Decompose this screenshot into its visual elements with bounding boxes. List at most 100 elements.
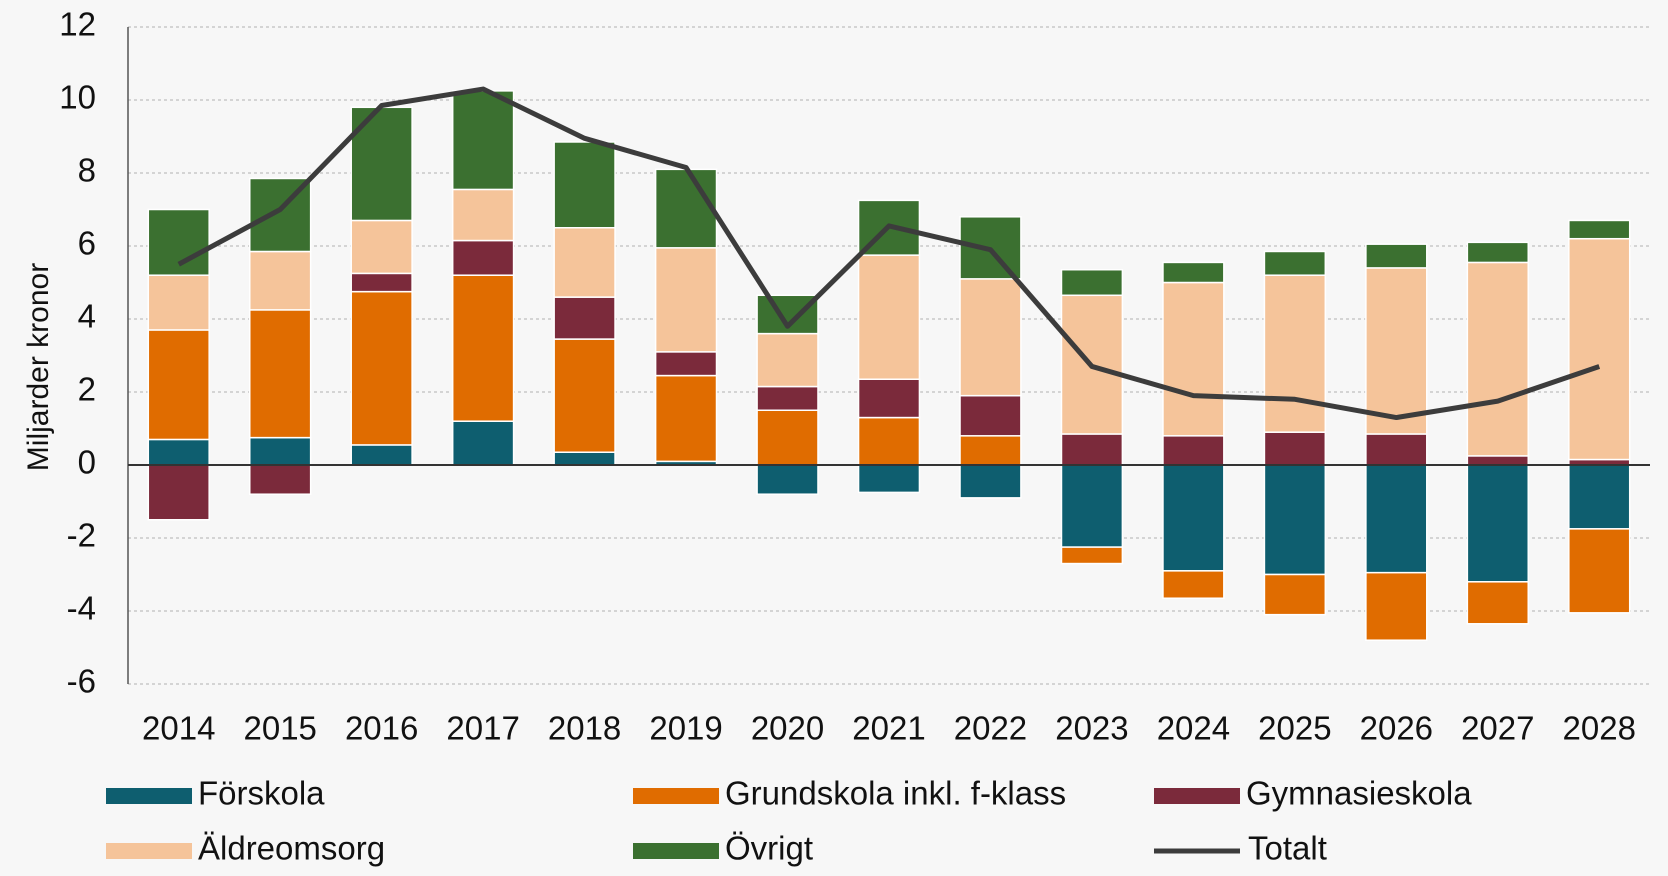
bar-segment (553, 338, 616, 453)
bar-segment (1263, 250, 1327, 276)
bar-segment (1365, 464, 1428, 574)
y-tick-label: -6 (67, 663, 96, 700)
legend-swatch (106, 843, 192, 859)
y-tick-label: 4 (78, 298, 96, 335)
bar-segment (249, 309, 312, 439)
legend-label: Övrigt (725, 830, 813, 867)
bar-segment (1060, 464, 1124, 548)
bar-segment (1365, 267, 1428, 435)
bar-segment (350, 444, 413, 466)
bar-segment (147, 464, 210, 521)
x-tick-label: 2024 (1157, 710, 1230, 747)
bar-segment (451, 274, 515, 422)
y-tick-label: 2 (78, 371, 96, 408)
bar-segment (553, 141, 616, 229)
bar-segment (959, 278, 1022, 397)
legend-label: Förskola (198, 775, 325, 812)
bar-segment (756, 409, 819, 466)
x-tick-label: 2016 (345, 710, 418, 747)
y-tick-label: 10 (59, 79, 96, 116)
bar-segment (1466, 241, 1529, 264)
legend-swatch (1154, 788, 1240, 804)
bar-segment (654, 168, 718, 249)
x-tick-label: 2025 (1258, 710, 1331, 747)
bar-segment (553, 296, 616, 340)
bar-segment (857, 378, 921, 419)
bar-segment (1263, 431, 1327, 466)
legend-label: Grundskola inkl. f-klass (725, 775, 1066, 812)
bar-segment (1263, 274, 1327, 433)
bar-segment (350, 272, 413, 293)
bar-segment (959, 216, 1022, 280)
y-tick-label: 12 (59, 6, 96, 43)
bar-segment (451, 90, 515, 191)
x-tick-label: 2027 (1461, 710, 1534, 747)
bar-segment (553, 227, 616, 298)
legend-label: Gymnasieskola (1246, 775, 1472, 812)
legend-label: Äldreomsorg (198, 830, 385, 867)
bar-segment (451, 239, 515, 276)
bar-segment (350, 290, 413, 446)
bar-segment (249, 436, 312, 466)
bar-segment (756, 385, 819, 411)
y-tick-label: -4 (67, 590, 96, 627)
bar-segment (1060, 433, 1124, 466)
x-tick-label: 2022 (954, 710, 1027, 747)
bar-segment (857, 416, 921, 466)
x-tick-label: 2015 (243, 710, 316, 747)
bar-segment (654, 351, 718, 377)
bar-segment (756, 464, 819, 495)
bar-segment (1263, 573, 1327, 616)
bar-segment (1162, 281, 1225, 437)
bar-segment (654, 374, 718, 463)
x-tick-label: 2014 (142, 710, 215, 747)
bar-segment (249, 464, 312, 495)
bar-segment (1162, 261, 1225, 284)
x-tick-label: 2018 (548, 710, 621, 747)
legend-label: Totalt (1248, 830, 1327, 867)
legend-swatch (106, 788, 192, 804)
x-tick-label: 2028 (1563, 710, 1636, 747)
legend-swatch (633, 788, 719, 804)
total-line (177, 86, 1601, 421)
bar-segment (654, 247, 718, 353)
bar-segment (959, 394, 1022, 437)
bar-segment (1568, 528, 1631, 614)
bar-segment (451, 420, 515, 466)
x-tick-label: 2019 (649, 710, 722, 747)
bar-segment (1568, 219, 1631, 240)
bar-segment (451, 188, 515, 242)
x-tick-label: 2017 (446, 710, 519, 747)
legend-swatch (633, 843, 719, 859)
bar-segment (756, 332, 819, 388)
bar-segment (1568, 464, 1631, 530)
x-tick-label: 2021 (852, 710, 925, 747)
bar-segment (1466, 464, 1529, 583)
bar-segment (1365, 433, 1428, 466)
x-tick-label: 2020 (751, 710, 824, 747)
bar-segment (1162, 464, 1225, 572)
y-axis-label: Miljarder kronor (22, 263, 55, 471)
bar-segment (1568, 237, 1631, 461)
bar-segment (1365, 571, 1428, 641)
bar-segment (147, 208, 210, 276)
bar-segment (553, 451, 616, 466)
bar-segment (1466, 261, 1529, 457)
bar-segment (1060, 268, 1124, 297)
y-tick-label: 8 (78, 152, 96, 189)
bar-segment (350, 219, 413, 275)
bar-segment (959, 464, 1022, 499)
bar-segment (1162, 435, 1225, 466)
x-tick-label: 2026 (1360, 710, 1433, 747)
bar-segment (147, 438, 210, 466)
bar-segment (147, 329, 210, 441)
bar-segment (1060, 546, 1124, 565)
y-tick-label: -2 (67, 517, 96, 554)
y-tick-label: 6 (78, 225, 96, 262)
bar-segment (1263, 464, 1327, 576)
bar-segment (857, 464, 921, 494)
bar-segment (857, 254, 921, 380)
x-tick-label: 2023 (1055, 710, 1128, 747)
bar-segment (1365, 243, 1428, 269)
